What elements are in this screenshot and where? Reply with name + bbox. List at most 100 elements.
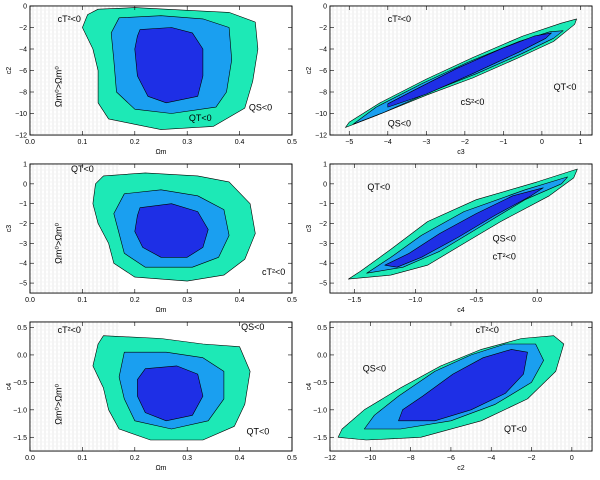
y-tick-label: −12 [315,133,327,140]
x-axis-label: Ωm [155,149,166,156]
y-tick-label: −3 [319,241,327,248]
y-axis-label: c2 [6,67,13,75]
y-tick-label: −1.0 [13,407,27,414]
region-annotation: QS<0 [249,102,272,112]
x-tick-label: 0.1 [78,139,88,146]
panel-border [29,163,293,294]
x-tick-label: −1 [499,139,507,146]
x-tick-label: −8 [407,455,415,462]
y-tick-label: −10 [315,111,327,118]
y-axis-label: c4 [306,383,313,391]
x-tick-label: 0.2 [130,455,140,462]
x-tick-label: 1 [578,139,582,146]
x-tick-label: 0.5 [287,139,297,146]
y-tick-label: 0.5 [317,325,327,332]
x-tick-label: −1.0 [408,297,422,304]
panel-3: 0.0 0.1 0.2 0.3 0.4 0.5 1 0 −1 −2 −3 −4 −5 Ωm c3 QT<0 Ωm… [6,162,297,315]
x-tick-label: −2 [461,139,469,146]
y-tick-label: 1 [23,162,27,169]
x-tick-label: −10 [364,455,376,462]
y-tick-label: 0 [23,4,27,11]
y-axis-label: c2 [306,67,313,75]
x-tick-label: −6 [447,455,455,462]
region-annotation: QT<0 [247,427,270,437]
x-tick-label: 0.1 [78,455,88,462]
x-tick-label: −0.5 [469,297,483,304]
x-tick-label: 0.0 [25,297,35,304]
x-tick-label: −1.5 [347,297,361,304]
y-tick-label: −0.5 [313,380,327,387]
y-tick-label: 0 [323,181,327,188]
region-annotation: cS²<0 [461,97,485,107]
y-tick-label: −1.5 [13,435,27,442]
region-annotation: QT<0 [554,82,577,92]
y-tick-label: −2 [19,25,27,32]
region-annotation: QT<0 [71,164,94,174]
region-annotation: cT²<0 [262,267,285,277]
x-tick-label: 0.3 [182,297,192,304]
x-axis-label: c3 [457,149,465,156]
x-axis-label: Ωm [155,307,166,314]
x-tick-label: 0.3 [182,139,192,146]
region-annotation: Ωm⁰>Ωm⁰ [53,383,63,424]
region-annotation: cT²<0 [58,325,81,335]
region-annotation: QT<0 [504,424,527,434]
panel-border [329,321,593,452]
y-tick-label: −8 [319,90,327,97]
panel-5: 0.0 0.1 0.2 0.3 0.4 0.5 0.5 0.0 −0.5 −1.0 −1.5 Ωm c4… [6,321,297,472]
y-tick-label: −2 [319,221,327,228]
x-tick-label: −4 [384,139,392,146]
contour-level-1 [134,27,204,104]
region-annotation: cT²<0 [493,251,516,261]
y-tick-label: 0.5 [17,325,27,332]
region-annotation: QS<0 [363,363,386,373]
x-tick-label: 0.2 [130,297,140,304]
y-tick-label: −4 [319,261,327,268]
x-axis-label: Ωm [155,465,166,472]
y-tick-label: −4 [19,261,27,268]
x-tick-label: 0.0 [532,297,542,304]
y-tick-label: −10 [15,111,27,118]
panel-1: 0.0 0.1 0.2 0.3 0.4 0.5 0 −2 −4 −6 −8 −10 −12 Ωm c2 cT²… [6,4,297,157]
region-annotation: Ωm⁰>Ωm⁰ [53,223,63,264]
region-annotation: QS<0 [388,118,411,128]
y-tick-label: −1.5 [313,435,327,442]
x-tick-label: 0.4 [235,139,245,146]
y-tick-label: −5 [19,281,27,288]
region-annotation: Ωm⁰>Ωm⁰ [53,66,63,107]
panel-6: −12 −10 −8 −6 −4 −2 0 0.5 0.0 −0.5 −1.0 −1.5 c2 c4 cT²… [306,321,593,472]
y-tick-label: −1 [319,201,327,208]
x-tick-label: 0.1 [78,297,88,304]
y-tick-label: −1.0 [313,407,327,414]
x-tick-label: 0 [540,139,544,146]
x-tick-label: −2 [528,455,536,462]
panel-border [29,321,293,452]
y-tick-label: −2 [319,25,327,32]
y-tick-label: −3 [19,241,27,248]
x-tick-label: −3 [422,139,430,146]
y-axis-label: c3 [306,225,313,233]
region-annotation: QS<0 [241,322,264,332]
y-tick-label: 0 [323,4,327,11]
y-tick-label: −1 [19,201,27,208]
y-tick-label: 0 [23,181,27,188]
y-tick-label: −4 [19,47,27,54]
region-annotation: QT<0 [367,182,390,192]
panel-4: −1.5 −1.0 −0.5 0.0 1 0 −1 −2 −3 −4 −5 c4 c3 QT<0 QS<0 c… [306,162,593,314]
y-tick-label: −4 [319,47,327,54]
x-tick-label: 0.3 [182,455,192,462]
contour-level-1 [387,32,552,108]
x-axis-label: c4 [457,307,465,314]
y-tick-label: −6 [319,68,327,75]
panel-2: −5 −4 −3 −2 −1 0 10−2−4−6−8−10−12c3c2cT²<0cS²<… [306,4,593,156]
x-tick-label: 0 [570,455,574,462]
y-tick-label: 0.0 [17,352,27,359]
y-tick-label: −5 [319,281,327,288]
region-annotation: cT²<0 [388,14,411,24]
y-tick-label: 0.0 [317,352,327,359]
y-tick-label: −6 [19,68,27,75]
y-tick-label: 1 [323,162,327,169]
region-annotation: QT<0 [189,113,212,123]
y-tick-label: −2 [19,221,27,228]
